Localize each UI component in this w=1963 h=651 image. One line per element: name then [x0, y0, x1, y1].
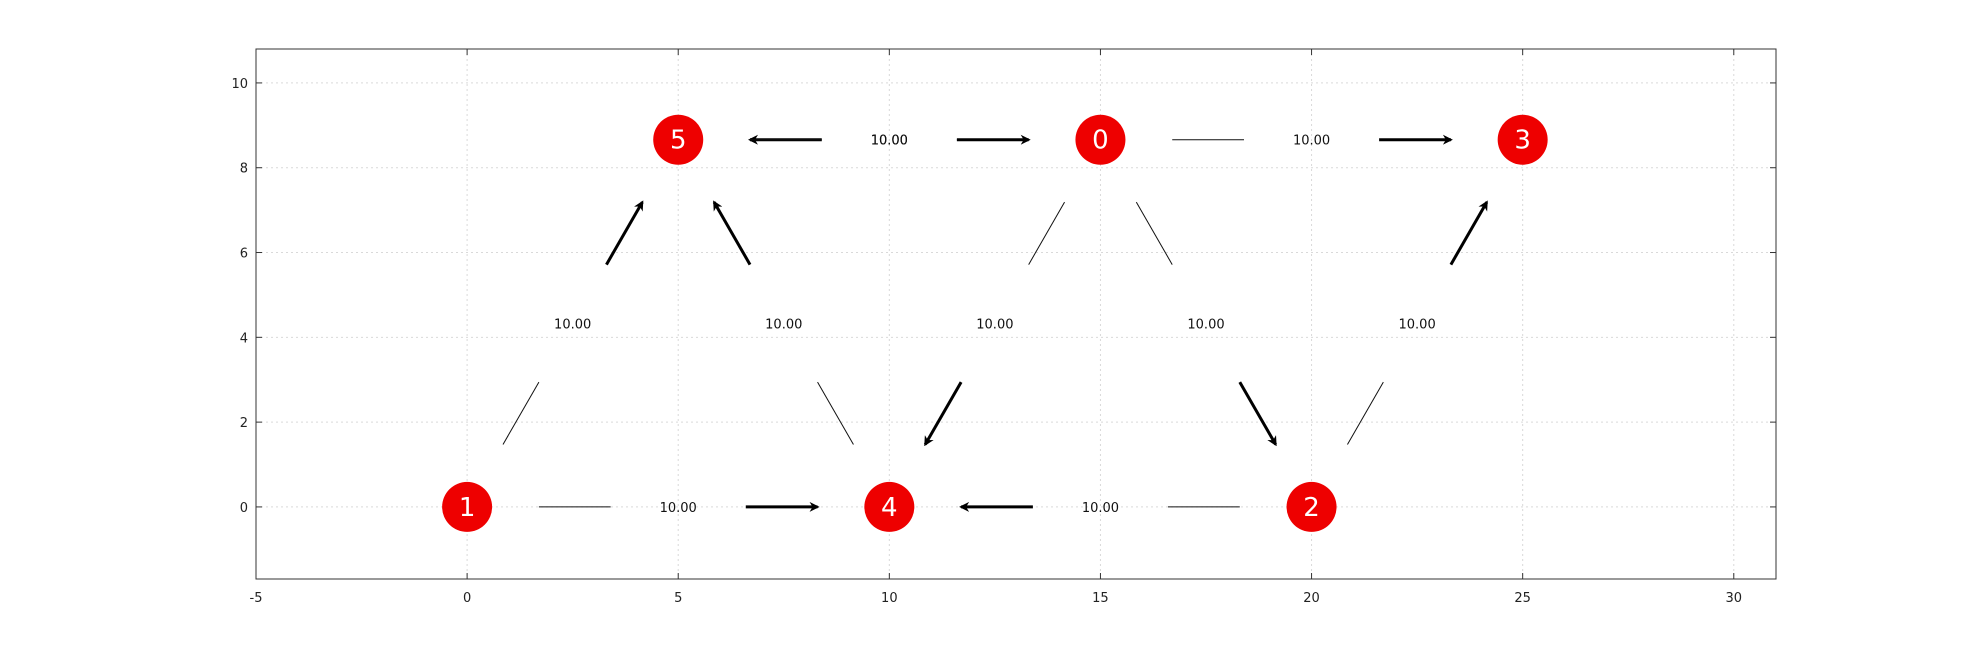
y-tick-label: 6	[240, 247, 248, 262]
node-4-circle	[864, 481, 915, 532]
edge-label-0-4: 10.00	[976, 317, 1013, 332]
edge-label-5-0: 10.00	[871, 134, 908, 149]
edge-tail-0-2	[1135, 201, 1173, 265]
edge-label-4-5: 10.00	[765, 317, 802, 332]
edge-label-1-4: 10.00	[660, 501, 697, 516]
node-5-label: 5	[670, 126, 687, 156]
x-tick-label: 10	[881, 591, 898, 606]
edge-arrow-4-5	[712, 200, 752, 266]
x-tick-label: 25	[1514, 591, 1531, 606]
node-5-circle	[653, 114, 704, 165]
edge-arrow-0-4	[923, 381, 963, 447]
node-0-label: 0	[1092, 126, 1109, 156]
y-tick-label: 4	[240, 331, 248, 346]
x-tick-label: 15	[1092, 591, 1109, 606]
edge-label-0-3: 10.00	[1293, 134, 1330, 149]
node-2-label: 2	[1303, 493, 1320, 523]
x-tick-label: 0	[463, 591, 471, 606]
edge-tail-0-4	[1028, 201, 1065, 265]
node-1-circle	[442, 481, 493, 532]
node-4-label: 4	[881, 493, 898, 523]
edge-label-1-5: 10.00	[554, 317, 591, 332]
y-tick-label: 10	[231, 77, 248, 92]
x-tick-label: 20	[1303, 591, 1320, 606]
edge-arrow-1-5	[605, 200, 644, 266]
node-2-circle	[1286, 481, 1337, 532]
edge-label-2-3: 10.00	[1399, 317, 1436, 332]
y-tick-label: 0	[240, 501, 248, 516]
edge-arrow-0-2	[1238, 381, 1277, 447]
node-3-label: 3	[1514, 126, 1531, 156]
edge-label-0-5: 10.00	[871, 134, 908, 149]
y-tick-label: 2	[240, 416, 248, 431]
x-tick-label: 30	[1726, 591, 1743, 606]
x-tick-label: -5	[250, 591, 263, 606]
node-0-circle	[1075, 114, 1126, 165]
edge-label-2-4: 10.00	[1082, 501, 1119, 516]
x-tick-label: 5	[674, 591, 682, 606]
node-3-circle	[1497, 114, 1548, 165]
edge-label-0-2: 10.00	[1187, 317, 1224, 332]
y-tick-label: 8	[240, 162, 248, 177]
edge-tail-2-3	[1347, 381, 1384, 445]
edge-arrow-2-3	[1449, 200, 1489, 266]
grid	[256, 49, 1776, 579]
edge-tail-1-5	[502, 381, 540, 445]
nodes: 0 1 2 3 4 5	[442, 114, 1548, 532]
edge-tail-4-5	[817, 381, 854, 445]
edges: 10.00 10.00 10.00 10.00 10.00 10.00 10.00 10.00…	[502, 134, 1489, 516]
node-1-label: 1	[459, 493, 476, 523]
plot-frame	[255, 48, 1777, 580]
